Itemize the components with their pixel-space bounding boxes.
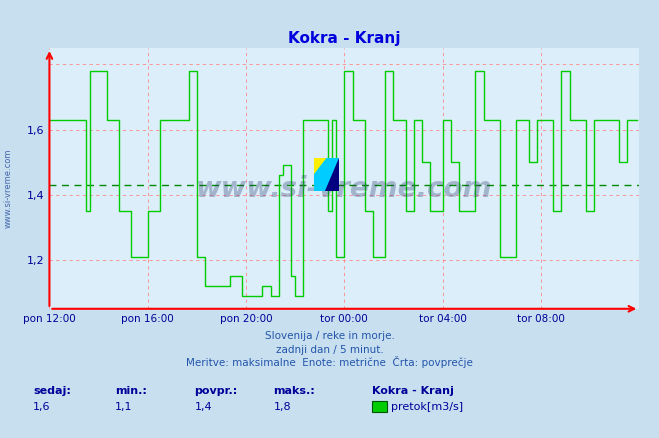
Text: 1,8: 1,8	[273, 402, 291, 412]
Text: min.:: min.:	[115, 386, 147, 396]
Text: Meritve: maksimalne  Enote: metrične  Črta: povprečje: Meritve: maksimalne Enote: metrične Črta…	[186, 356, 473, 368]
Polygon shape	[314, 158, 339, 191]
Text: sedaj:: sedaj:	[33, 386, 71, 396]
Text: maks.:: maks.:	[273, 386, 315, 396]
Text: Slovenija / reke in morje.: Slovenija / reke in morje.	[264, 332, 395, 342]
Text: 1,4: 1,4	[194, 402, 212, 412]
Text: www.si-vreme.com: www.si-vreme.com	[196, 175, 492, 203]
Polygon shape	[314, 158, 328, 176]
Title: Kokra - Kranj: Kokra - Kranj	[288, 31, 401, 46]
Polygon shape	[325, 158, 339, 191]
Text: zadnji dan / 5 minut.: zadnji dan / 5 minut.	[275, 345, 384, 355]
Text: pretok[m3/s]: pretok[m3/s]	[391, 402, 463, 412]
Text: povpr.:: povpr.:	[194, 386, 238, 396]
Text: 1,6: 1,6	[33, 402, 51, 412]
Text: 1,1: 1,1	[115, 402, 133, 412]
Text: Kokra - Kranj: Kokra - Kranj	[372, 386, 454, 396]
Text: www.si-vreme.com: www.si-vreme.com	[3, 148, 13, 228]
